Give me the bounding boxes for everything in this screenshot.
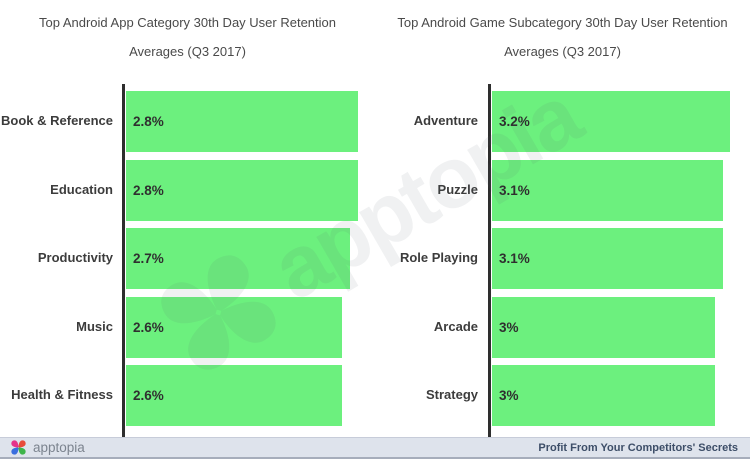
chart-title-line1: Top Android App Category 30th Day User R… [38, 15, 336, 30]
value-label: 3% [499, 388, 519, 403]
bar: 2.8% [126, 91, 359, 152]
bars-area: Book & Reference 2.8% Education 2.8% Pro… [0, 91, 375, 434]
category-label: Book & Reference [1, 113, 113, 129]
footer-bar: apptopia Profit From Your Competitors' S… [0, 437, 750, 459]
bar: 3.1% [492, 228, 723, 289]
bar-row: Strategy 3% [375, 365, 750, 426]
bar: 3% [492, 365, 716, 426]
chart-title: Top Android App Category 30th Day User R… [0, 0, 375, 66]
value-label: 3.1% [499, 182, 530, 198]
value-label: 2.6% [133, 388, 164, 403]
value-label: 3.2% [499, 114, 530, 129]
bar-row: Health & Fitness 2.6% [0, 365, 375, 426]
value-label: 3% [499, 319, 519, 335]
bar: 2.7% [126, 228, 351, 289]
bar-row: Education 2.8% [0, 159, 375, 221]
value-label: 3.1% [499, 251, 530, 266]
chart-panel-app-categories: Top Android App Category 30th Day User R… [0, 0, 375, 437]
bars-area: Adventure 3.2% Puzzle 3.1% Role Playing … [375, 91, 750, 434]
bar: 2.8% [126, 159, 359, 221]
brand-name: apptopia [33, 440, 85, 455]
bar-row: Role Playing 3.1% [375, 228, 750, 289]
chart-title: Top Android Game Subcategory 30th Day Us… [375, 0, 750, 66]
bar: 2.6% [126, 365, 342, 426]
bar: 3.1% [492, 159, 723, 221]
category-label: Health & Fitness [11, 387, 113, 403]
chart-title-line1: Top Android Game Subcategory 30th Day Us… [397, 15, 728, 30]
category-label: Adventure [413, 113, 478, 129]
bar-row: Music 2.6% [0, 296, 375, 358]
bar: 3% [492, 296, 716, 358]
category-label: Music [76, 318, 113, 334]
bar-row: Arcade 3% [375, 296, 750, 358]
category-label: Productivity [37, 250, 113, 266]
bar: 2.6% [126, 296, 342, 358]
value-label: 2.6% [133, 319, 164, 335]
brand-lockup: apptopia [10, 439, 85, 456]
category-label: Role Playing [399, 250, 478, 266]
value-label: 2.8% [133, 182, 164, 198]
category-axis-line [122, 84, 125, 437]
apptopia-logo-icon [11, 440, 26, 455]
footer-tagline: Profit From Your Competitors' Secrets [538, 441, 738, 454]
category-label: Strategy [425, 387, 478, 403]
bar-row: Book & Reference 2.8% [0, 91, 375, 152]
category-axis-line [488, 84, 491, 437]
category-label: Arcade [433, 318, 478, 334]
bar-row: Puzzle 3.1% [375, 159, 750, 221]
bar-row: Productivity 2.7% [0, 228, 375, 289]
value-label: 2.8% [133, 114, 164, 129]
value-label: 2.7% [133, 251, 164, 266]
category-label: Education [50, 181, 113, 197]
chart-panel-game-subcategories: Top Android Game Subcategory 30th Day Us… [375, 0, 750, 437]
chart-title-line2: Averages (Q3 2017) [129, 44, 246, 59]
bar-row: Adventure 3.2% [375, 91, 750, 152]
bar: 3.2% [492, 91, 731, 152]
category-label: Puzzle [437, 181, 478, 197]
chart-title-line2: Averages (Q3 2017) [504, 44, 621, 59]
